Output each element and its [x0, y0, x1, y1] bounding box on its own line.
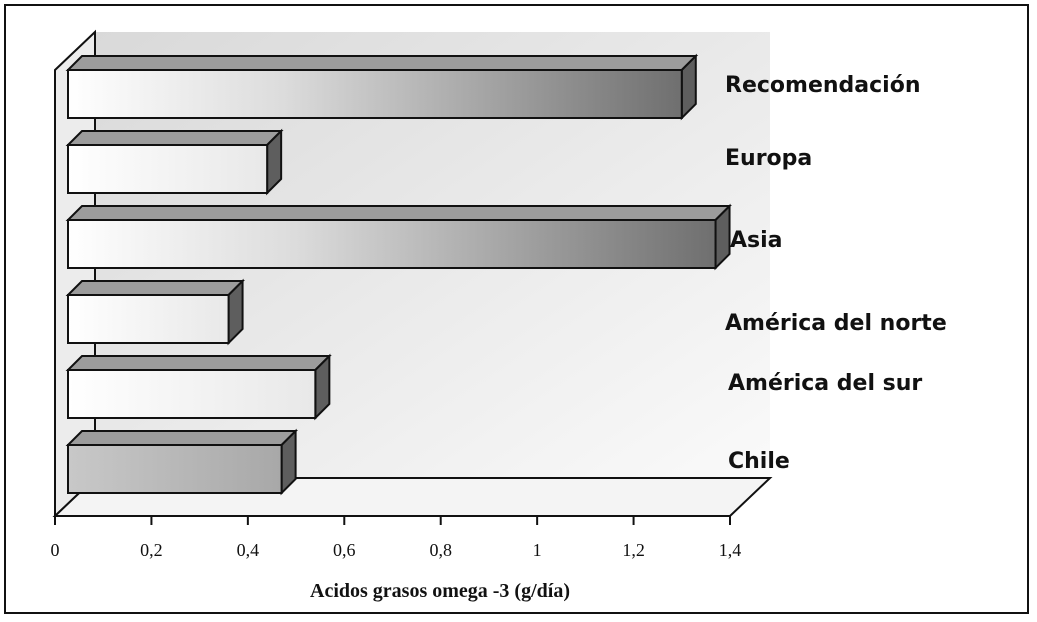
x-tick-label: 0,4 — [237, 540, 260, 560]
category-label: Europa — [725, 146, 812, 171]
x-tick-label: 1 — [533, 540, 542, 560]
x-tick-label: 1,2 — [622, 540, 645, 560]
bar-top-face — [65, 355, 332, 371]
bar-front-face — [67, 69, 683, 119]
category-label: América del norte — [725, 311, 947, 336]
x-tick-label: 1,4 — [719, 540, 742, 560]
category-label: Chile — [728, 449, 790, 474]
bar-front-face — [67, 369, 317, 419]
x-tick-label: 0,8 — [429, 540, 452, 560]
category-label: América del sur — [728, 371, 922, 396]
bar — [65, 278, 245, 346]
bar-front-face — [67, 219, 717, 269]
bar — [65, 353, 332, 421]
bar-front-face — [67, 444, 283, 494]
x-tick-label: 0 — [51, 540, 60, 560]
bar — [65, 128, 284, 196]
x-tick-label: 0,2 — [140, 540, 163, 560]
bar-front-face — [67, 144, 269, 194]
category-label: Asia — [730, 228, 783, 253]
bar-top-face — [65, 280, 245, 296]
bar — [65, 203, 732, 271]
x-axis: 0 0,2 0,4 0,6 0,8 1 1,2 1,4 — [51, 515, 742, 560]
bar-top-face — [65, 55, 699, 71]
bar — [65, 428, 299, 496]
bar-top-face — [65, 130, 284, 146]
bar-top-face — [65, 430, 299, 446]
bar-front-face — [67, 294, 230, 344]
x-tick-label: 0,6 — [333, 540, 356, 560]
x-axis-title: Acidos grasos omega -3 (g/día) — [310, 580, 570, 602]
category-label: Recomendación — [725, 73, 920, 98]
bar-top-face — [65, 205, 732, 221]
bars-group: Recomendación Europa Asia América del norte… — [65, 53, 947, 496]
bar — [65, 53, 699, 121]
